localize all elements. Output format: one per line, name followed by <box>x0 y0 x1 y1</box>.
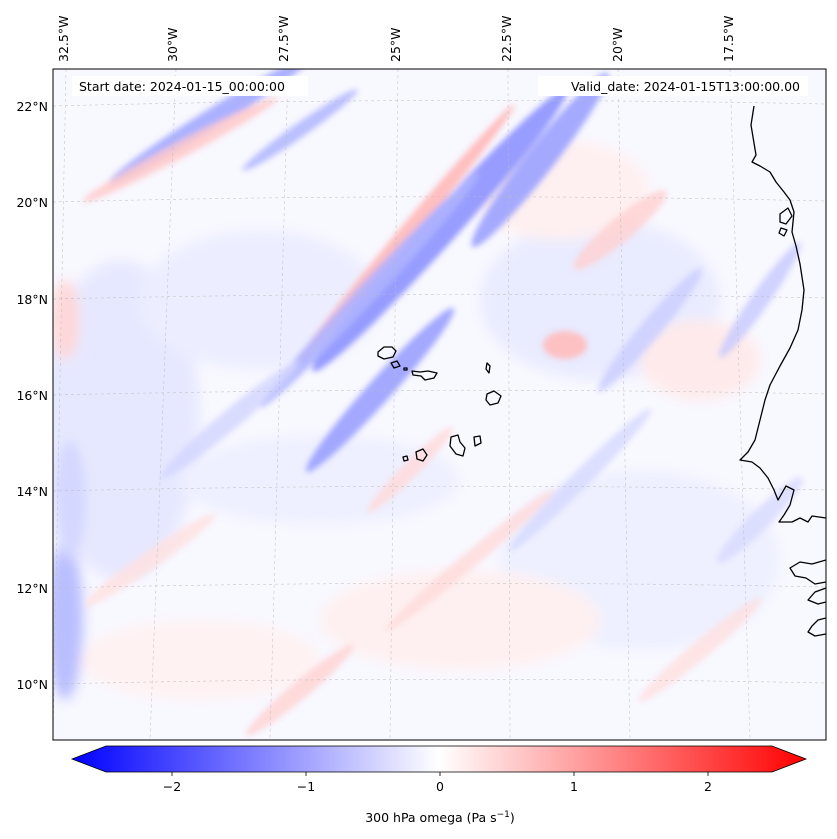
island-maio <box>473 435 482 447</box>
lon-label-25w: 25°W <box>388 27 403 62</box>
lat-label-20n: 20°N <box>16 195 48 210</box>
island-santo-antao <box>377 346 397 360</box>
colorbar-gradient <box>72 746 806 772</box>
colorbar-label-exp: −1 <box>497 810 510 820</box>
lat-label-18n: 18°N <box>16 292 48 307</box>
lon-label-22-5w: 22.5°W <box>499 16 514 62</box>
island-brava <box>402 455 409 462</box>
island-sao-nicolau <box>411 370 438 381</box>
lon-label-20w: 20°W <box>610 27 625 62</box>
omega-field <box>53 69 804 736</box>
coastlines <box>377 105 826 637</box>
lon-label-17-5w: 17.5°W <box>721 16 736 62</box>
start-date-text: Start date: 2024-01-15_00:00:00 <box>79 79 285 94</box>
colorbar-label-close: ) <box>510 810 515 825</box>
lat-label-22n: 22°N <box>16 99 48 114</box>
lon-label-27-5w: 27.5°W <box>276 16 291 62</box>
lat-label-14n: 14°N <box>16 484 48 499</box>
map-panel: Start date: 2024-01-15_00:00:00 Valid_da… <box>52 68 827 741</box>
colorbar-tick-1: 1 <box>570 779 578 794</box>
graticule <box>53 69 826 740</box>
canary-coast-detail <box>778 207 793 237</box>
valid-date-box <box>538 76 808 96</box>
island-santa-luzia <box>403 367 408 371</box>
colorbar-label-main: 300 hPa omega (Pa s <box>365 810 496 825</box>
colorbar-tick-0: 0 <box>436 779 444 794</box>
start-date-box <box>72 76 308 96</box>
colorbar-label: 300 hPa omega (Pa s−1) <box>365 810 515 825</box>
colorbar-tick-2: 2 <box>704 779 712 794</box>
colorbar-tick-neg1: −1 <box>297 779 315 794</box>
island-boa-vista <box>485 390 502 406</box>
valid-date-text: Valid_date: 2024-01-15T13:00:00.00 <box>571 79 800 94</box>
island-santiago <box>449 434 466 457</box>
colorbar: −2 −1 0 1 2 300 hPa omega (Pa s−1) <box>70 745 808 825</box>
colorbar-ticks <box>171 772 709 776</box>
longitude-labels: 32.5°W 30°W 27.5°W 25°W 22.5°W 20°W 17.5… <box>56 16 736 62</box>
latitude-labels: 22°N 20°N 18°N 16°N 14°N 12°N 10°N <box>16 99 48 692</box>
lat-label-12n: 12°N <box>16 581 48 596</box>
africa-coastline <box>739 105 826 637</box>
lat-label-16n: 16°N <box>16 388 48 403</box>
colorbar-tick-neg2: −2 <box>163 779 181 794</box>
lon-label-32-5w: 32.5°W <box>56 16 71 62</box>
map-frame <box>52 68 827 741</box>
island-sal <box>485 362 491 374</box>
lat-label-10n: 10°N <box>16 677 48 692</box>
island-fogo <box>415 448 428 462</box>
lon-label-30w: 30°W <box>165 27 180 62</box>
island-sao-vicente <box>390 360 401 369</box>
